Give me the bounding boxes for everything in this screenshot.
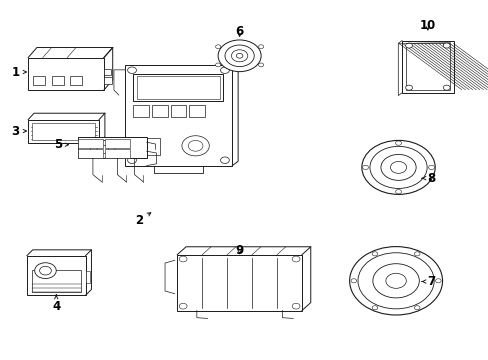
Circle shape xyxy=(350,279,356,283)
Circle shape xyxy=(380,154,415,180)
Circle shape xyxy=(258,63,263,67)
Circle shape xyxy=(395,189,401,194)
Bar xyxy=(78,137,146,158)
Circle shape xyxy=(362,165,368,170)
Bar xyxy=(52,76,63,85)
Bar xyxy=(78,149,102,158)
Circle shape xyxy=(349,247,442,315)
Circle shape xyxy=(291,303,299,309)
Bar xyxy=(105,149,129,158)
Text: 9: 9 xyxy=(235,244,243,257)
Text: 3: 3 xyxy=(12,125,26,138)
Circle shape xyxy=(127,67,136,73)
Circle shape xyxy=(258,45,263,49)
Bar xyxy=(405,43,448,90)
Bar xyxy=(104,69,110,75)
Bar xyxy=(32,122,95,140)
Bar xyxy=(105,139,129,148)
Circle shape xyxy=(179,256,186,262)
Circle shape xyxy=(414,306,419,310)
Circle shape xyxy=(361,140,434,194)
Circle shape xyxy=(442,85,449,90)
Circle shape xyxy=(405,85,412,90)
Text: 4: 4 xyxy=(52,294,60,313)
Circle shape xyxy=(389,161,406,173)
Circle shape xyxy=(218,40,261,72)
Circle shape xyxy=(224,45,254,67)
Bar xyxy=(70,76,82,85)
Circle shape xyxy=(220,157,229,163)
Circle shape xyxy=(179,303,186,309)
Circle shape xyxy=(215,63,220,67)
Bar xyxy=(104,77,112,84)
Text: 8: 8 xyxy=(421,172,435,185)
Bar xyxy=(27,256,85,295)
Bar xyxy=(28,58,104,90)
Circle shape xyxy=(405,43,412,48)
Bar xyxy=(28,120,99,143)
Bar xyxy=(133,138,160,155)
Bar xyxy=(32,270,81,292)
Circle shape xyxy=(371,306,377,310)
Text: 7: 7 xyxy=(421,275,435,288)
Text: 6: 6 xyxy=(235,25,243,38)
Bar xyxy=(78,139,102,148)
Circle shape xyxy=(427,165,433,170)
Circle shape xyxy=(371,252,377,256)
Bar xyxy=(133,105,149,117)
Circle shape xyxy=(127,157,136,163)
Circle shape xyxy=(369,146,427,188)
Bar xyxy=(170,105,186,117)
Bar xyxy=(124,65,232,166)
Circle shape xyxy=(414,252,419,256)
Bar xyxy=(401,41,452,93)
Bar xyxy=(85,271,90,283)
Circle shape xyxy=(435,279,440,283)
Circle shape xyxy=(188,140,203,151)
Circle shape xyxy=(231,50,247,62)
Circle shape xyxy=(357,253,433,309)
Circle shape xyxy=(385,273,406,288)
Circle shape xyxy=(90,140,115,158)
Circle shape xyxy=(236,53,243,58)
Circle shape xyxy=(442,43,449,48)
Bar xyxy=(177,255,301,310)
Text: 1: 1 xyxy=(12,66,26,78)
Text: 10: 10 xyxy=(419,19,435,32)
Bar xyxy=(133,74,223,101)
Text: 2: 2 xyxy=(135,213,150,227)
Circle shape xyxy=(40,266,51,275)
Circle shape xyxy=(182,136,209,156)
Bar xyxy=(152,105,167,117)
Circle shape xyxy=(291,256,299,262)
Circle shape xyxy=(215,45,220,49)
Circle shape xyxy=(35,263,56,279)
Bar xyxy=(189,105,204,117)
Circle shape xyxy=(220,67,229,73)
Circle shape xyxy=(372,264,419,298)
Text: 5: 5 xyxy=(54,138,68,151)
Bar xyxy=(137,76,220,99)
Circle shape xyxy=(97,145,108,154)
Circle shape xyxy=(395,141,401,145)
Bar xyxy=(33,76,45,85)
